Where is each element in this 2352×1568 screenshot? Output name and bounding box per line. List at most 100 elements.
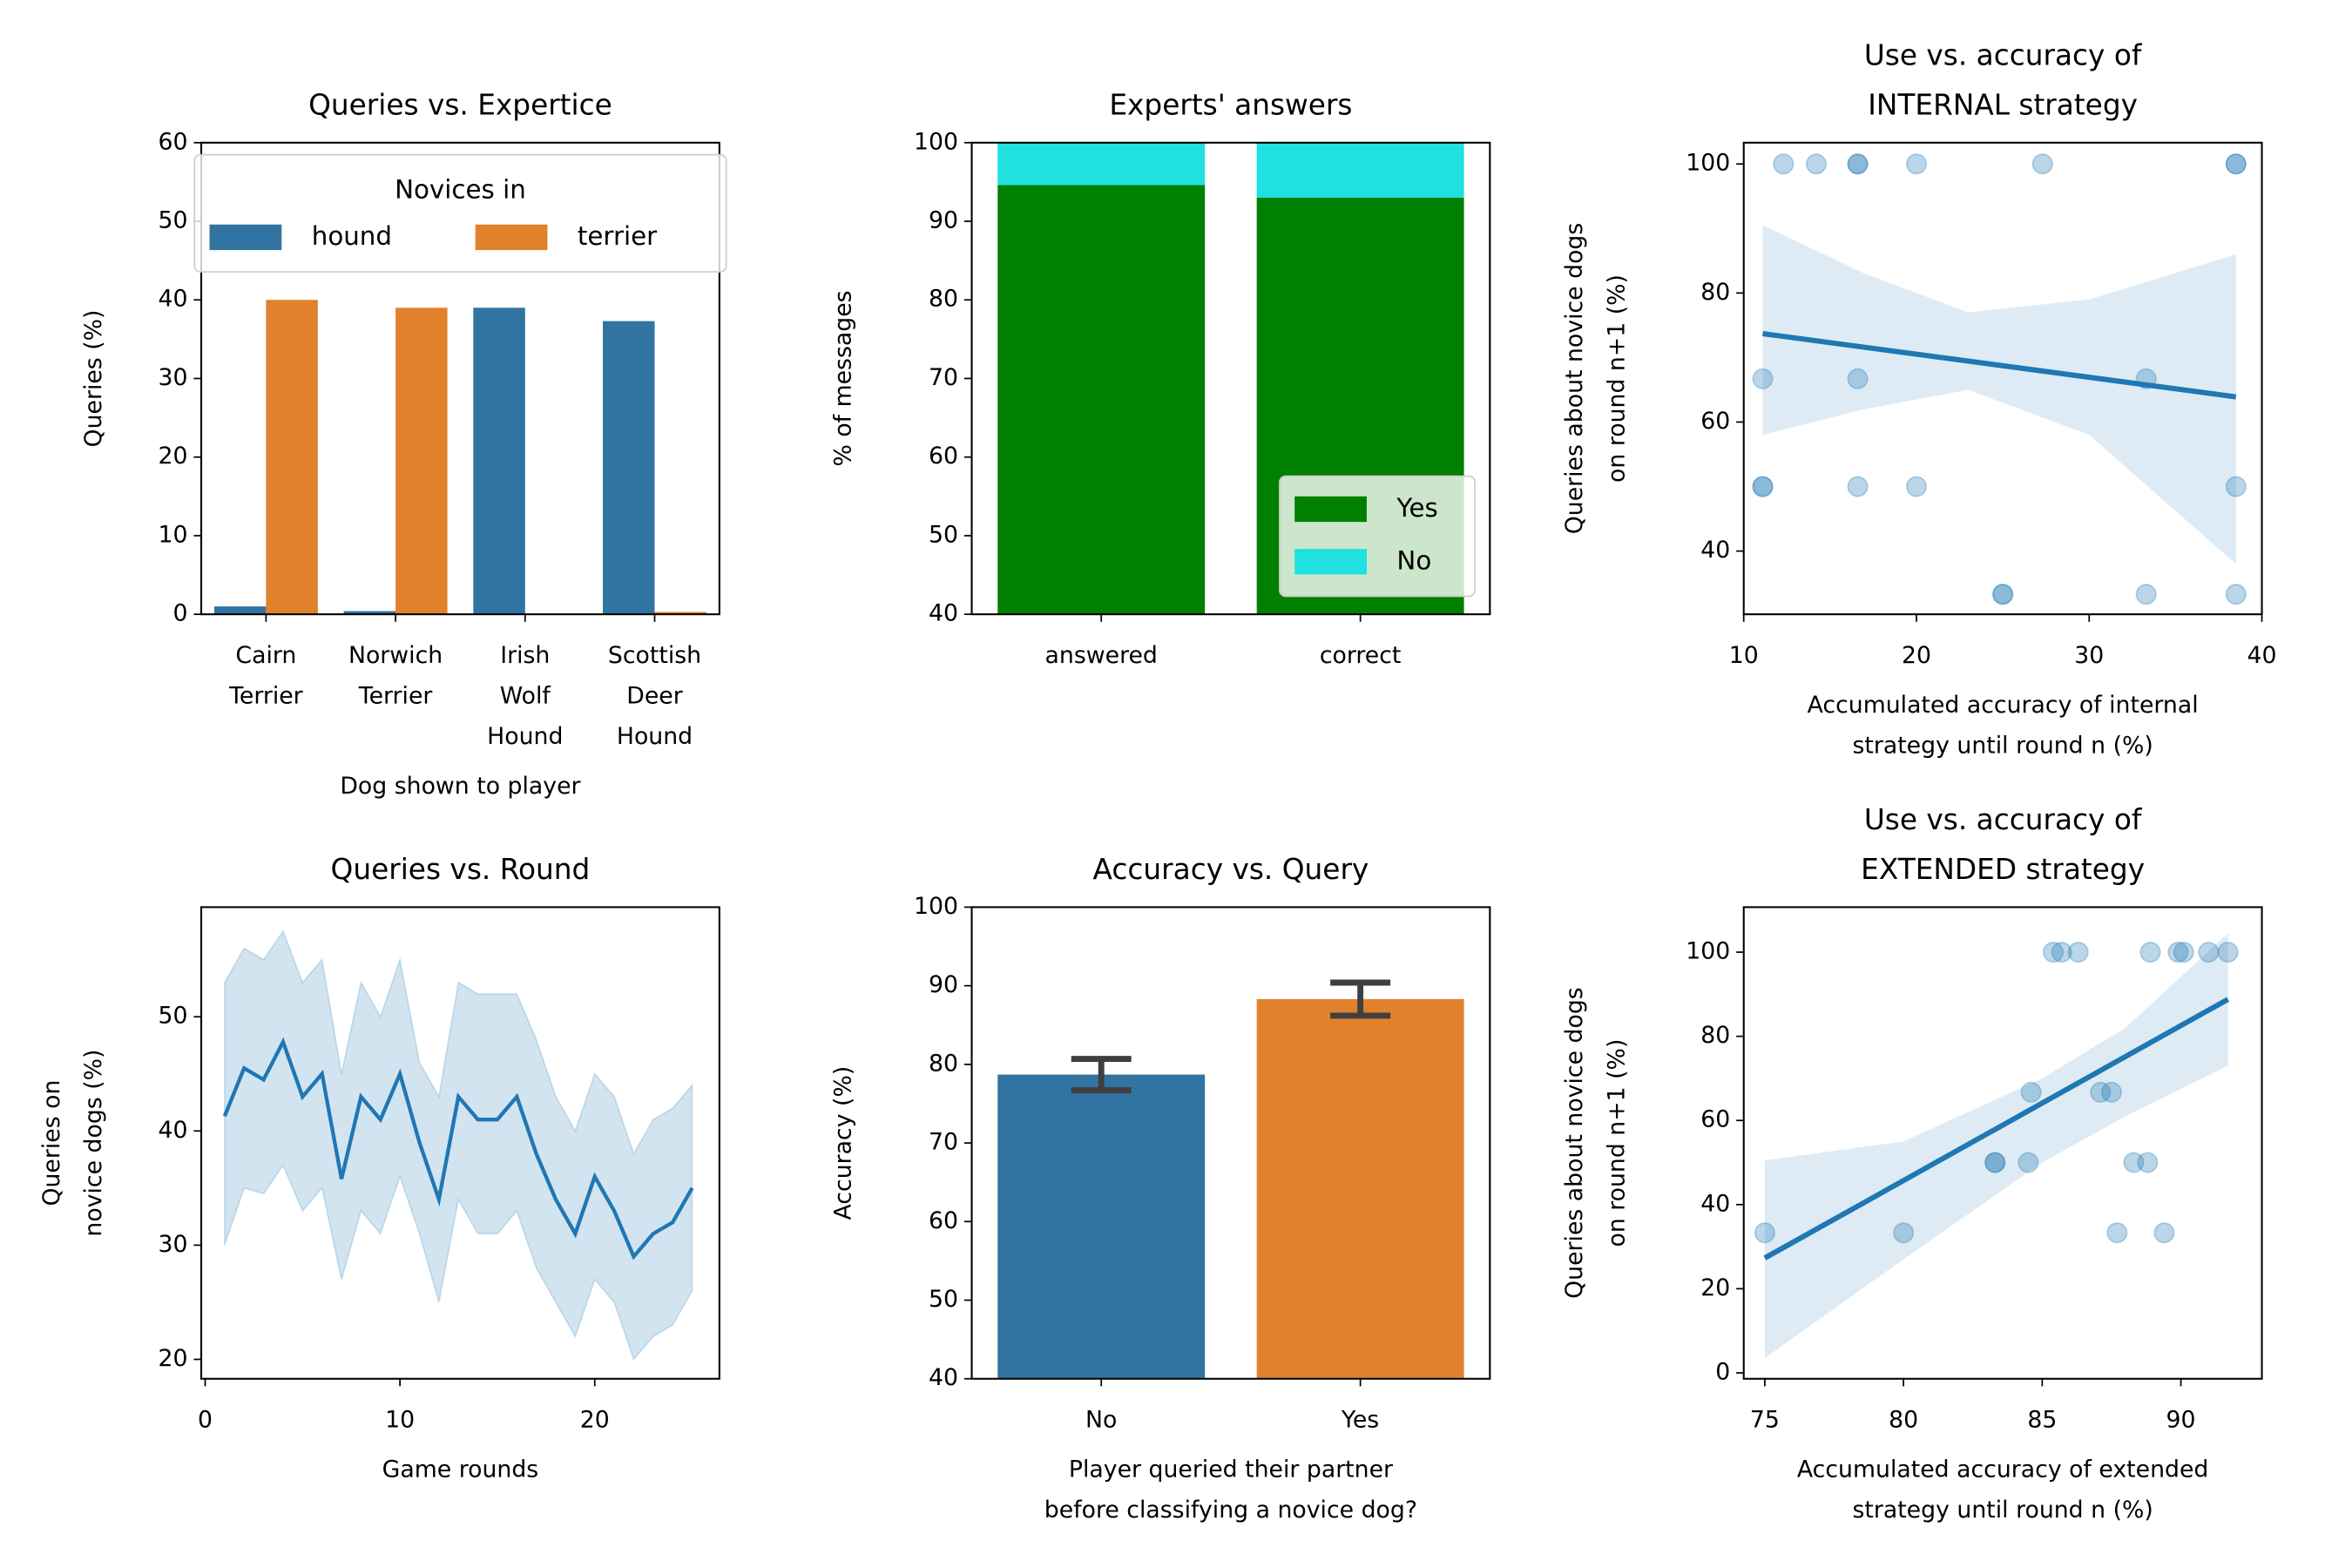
point: [1905, 153, 1928, 175]
x-axis-label: before classifying a novice dog?: [1044, 1497, 1417, 1524]
plot-area: [1752, 153, 2247, 605]
bar: [395, 308, 448, 615]
point: [1847, 368, 1869, 389]
legend-title: Novices in: [395, 174, 526, 204]
y-tick-label: 80: [1700, 279, 1730, 306]
point: [1984, 1152, 2006, 1173]
x-tick-label: 0: [198, 1407, 213, 1434]
x-tick-label: Cairn: [235, 642, 296, 669]
point: [1847, 153, 1869, 175]
point: [1992, 584, 2014, 605]
bar: [266, 300, 318, 615]
point: [2198, 941, 2220, 963]
y-axis-label: novice dogs (%): [80, 1050, 107, 1237]
bar-segment: [997, 142, 1206, 186]
chart-title: Queries vs. Round: [331, 853, 591, 886]
legend-swatch: [1294, 549, 1367, 575]
y-tick-label: 40: [1700, 537, 1730, 564]
bar: [213, 606, 267, 615]
x-axis-label: Dog shown to player: [340, 773, 580, 800]
x-tick-label: Deer: [626, 683, 682, 710]
plot-area: [222, 929, 694, 1362]
y-tick-label: 20: [159, 1345, 188, 1372]
x-tick-label: 90: [2166, 1407, 2196, 1434]
point: [1847, 153, 1869, 175]
legend-label: terrier: [578, 221, 658, 251]
chart-title: Use vs. accuracy of: [1864, 803, 2143, 836]
confidence-band: [1762, 225, 2236, 564]
y-tick-label: 70: [929, 364, 958, 391]
bar-segment: [997, 185, 1206, 615]
y-tick-label: 40: [159, 1117, 188, 1144]
x-tick-label: Wolf: [500, 683, 551, 710]
y-tick-label: 50: [929, 521, 958, 548]
axes-frame: [1742, 906, 2263, 1380]
y-tick-label: 20: [1700, 1274, 1730, 1301]
x-tick-label: Yes: [1341, 1407, 1379, 1434]
y-tick-label: 60: [1700, 1106, 1730, 1133]
legend-swatch: [475, 224, 548, 251]
point: [1752, 368, 1774, 389]
point: [2137, 1152, 2159, 1173]
x-tick-label: 20: [1902, 642, 1931, 669]
x-axis-label: Accumulated accuracy of extended: [1797, 1456, 2209, 1483]
point: [2043, 941, 2065, 963]
y-tick-label: 40: [159, 286, 188, 313]
y-tick-label: 0: [1715, 1358, 1730, 1385]
x-tick-label: Terrier: [228, 683, 303, 710]
point: [2153, 1222, 2175, 1244]
point: [1893, 1222, 1915, 1244]
point: [2020, 1081, 2042, 1103]
y-tick-label: 80: [929, 1050, 958, 1077]
point: [2051, 941, 2072, 963]
x-tick-label: 75: [1750, 1407, 1780, 1434]
y-tick-label: 60: [929, 443, 958, 470]
y-tick-label: 70: [929, 1129, 958, 1156]
point: [2173, 941, 2194, 963]
point: [2100, 1081, 2123, 1103]
point: [1752, 476, 1774, 497]
y-tick-label: 100: [1686, 150, 1730, 177]
point: [2031, 153, 2053, 175]
y-tick-label: 100: [914, 893, 958, 920]
point: [2225, 153, 2247, 175]
y-tick-label: 90: [929, 207, 958, 234]
point: [2217, 941, 2239, 963]
y-axis-label: Queries (%): [80, 310, 107, 448]
x-tick-label: 10: [385, 1407, 415, 1434]
chart-title: Use vs. accuracy of: [1864, 39, 2143, 72]
x-axis-label: Game rounds: [382, 1456, 539, 1483]
regression-line: [1762, 331, 2237, 400]
line: [222, 1037, 694, 1260]
x-tick-label: Norwich: [348, 642, 443, 669]
point: [2017, 1152, 2039, 1173]
point: [1752, 476, 1774, 497]
legend-label: Yes: [1396, 493, 1437, 523]
point: [2225, 153, 2247, 175]
axes-frame: [970, 906, 1491, 1380]
y-tick-label: 30: [159, 1231, 188, 1258]
x-tick-label: 30: [2074, 642, 2104, 669]
y-tick-label: 10: [159, 521, 188, 548]
plot-area: [213, 300, 706, 615]
x-tick-label: Irish: [500, 642, 550, 669]
plot-area: [997, 979, 1464, 1379]
y-tick-label: 60: [159, 128, 188, 155]
x-axis-label: strategy until round n (%): [1852, 732, 2153, 759]
chart-title: Queries vs. Expertice: [308, 88, 612, 121]
axes-frame: [200, 141, 720, 616]
x-tick-label: 80: [1889, 1407, 1918, 1434]
y-tick-label: 50: [159, 1003, 188, 1030]
y-axis-label: on round n+1 (%): [1603, 274, 1630, 483]
point: [2067, 941, 2089, 963]
y-tick-label: 60: [929, 1207, 958, 1234]
x-axis-label: strategy until round n (%): [1852, 1497, 2153, 1524]
y-tick-label: 30: [159, 364, 188, 391]
point: [2106, 1222, 2128, 1244]
legend-label: hound: [312, 221, 392, 251]
y-tick-label: 80: [1700, 1022, 1730, 1049]
y-tick-label: 100: [1686, 938, 1730, 965]
y-axis-label: Queries about novice dogs: [1561, 987, 1588, 1299]
x-tick-label: answered: [1045, 642, 1158, 669]
